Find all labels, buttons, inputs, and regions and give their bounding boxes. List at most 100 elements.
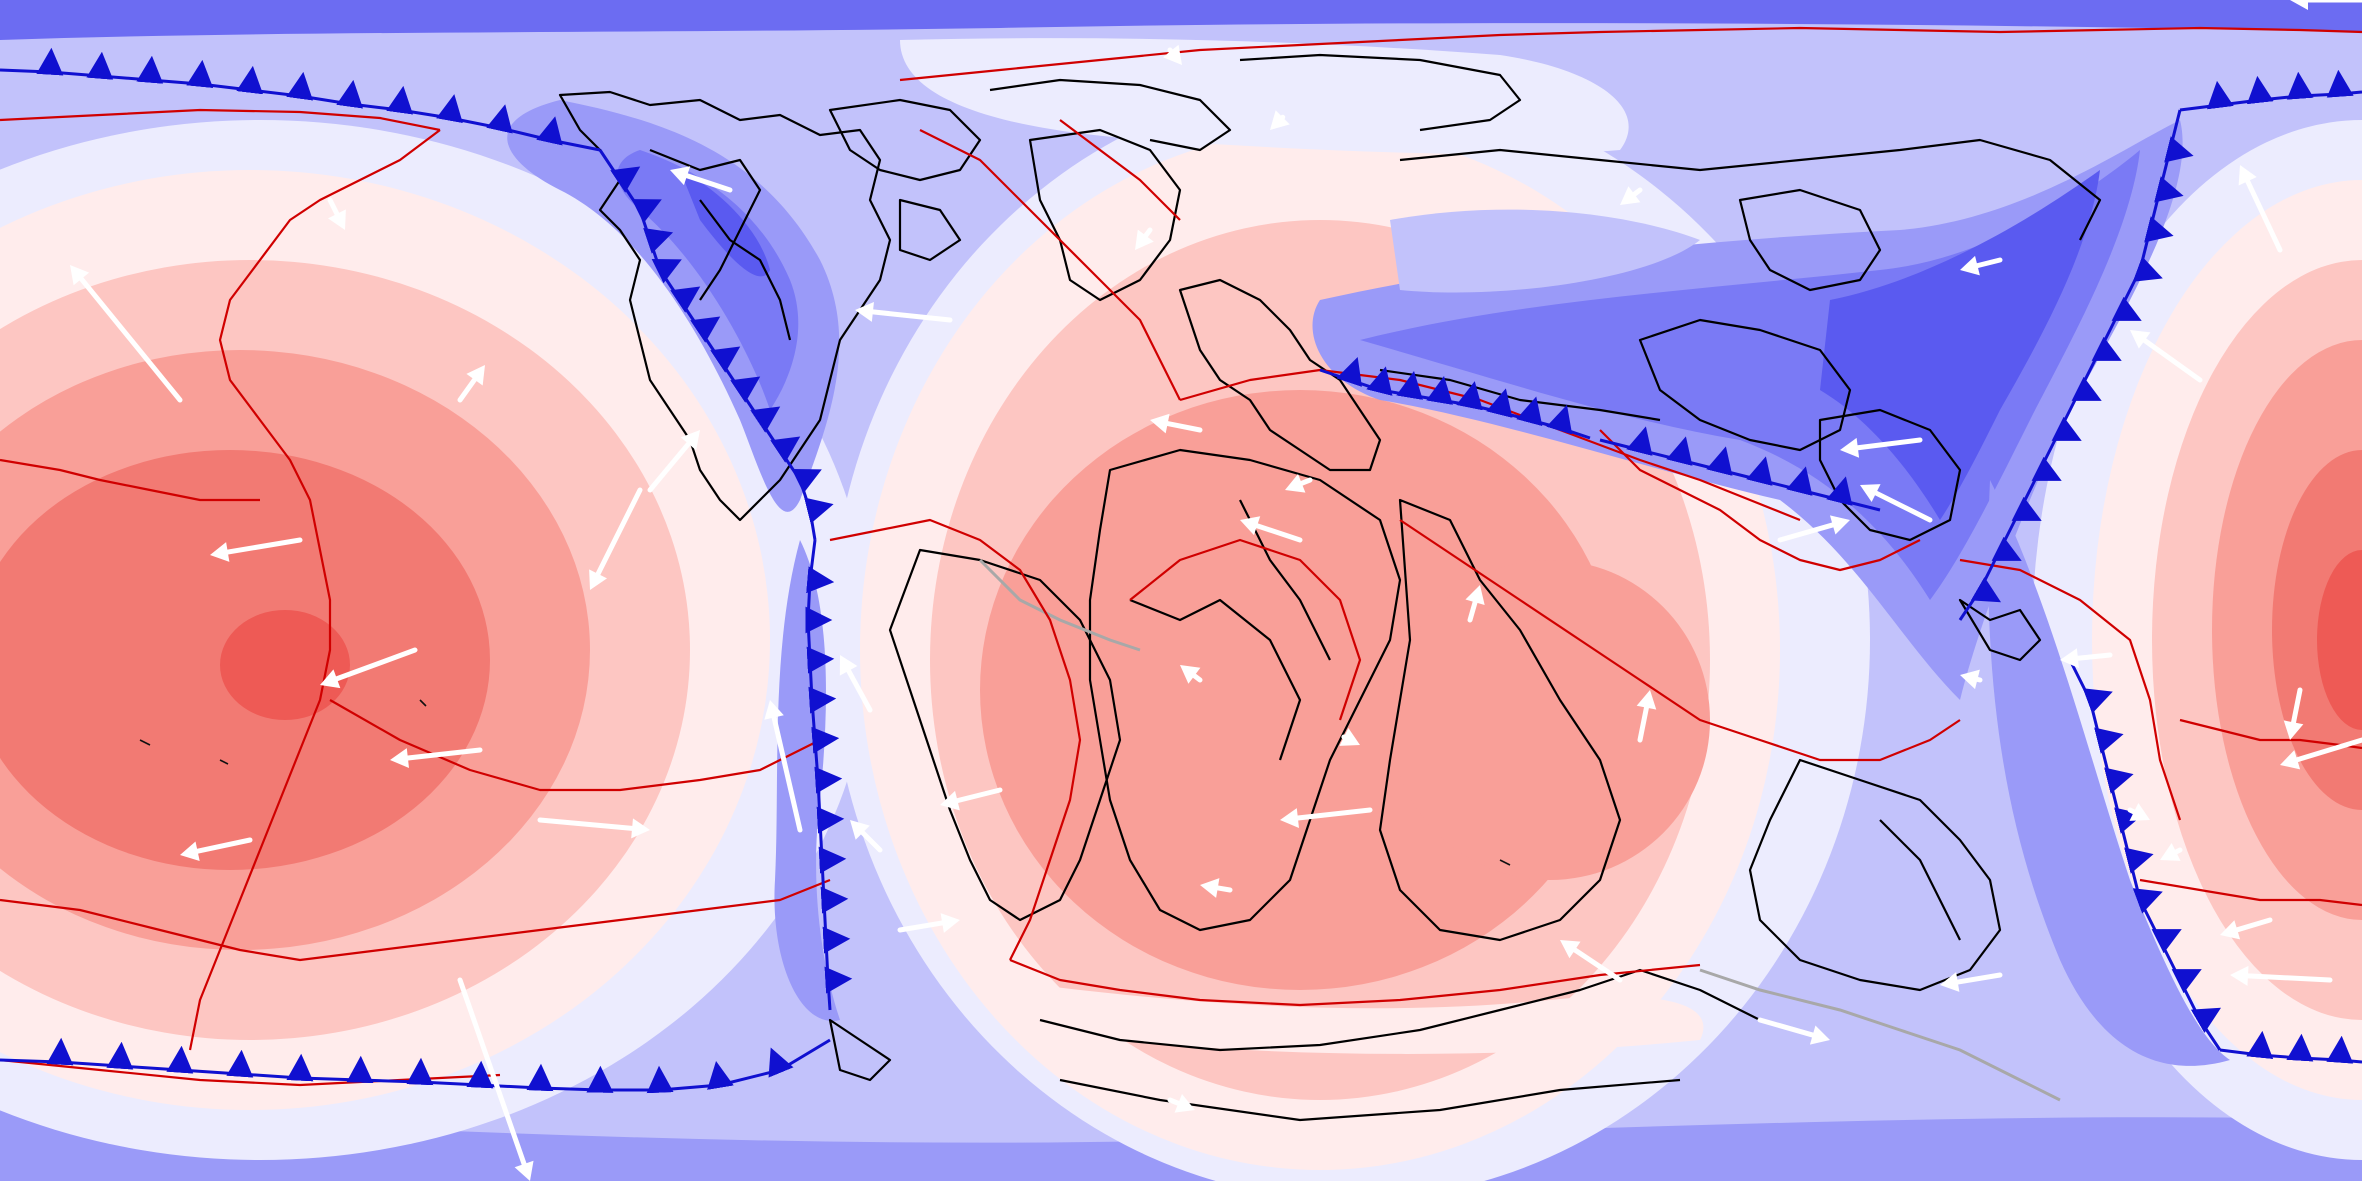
velocity-arrow-shaft [2294,737,2362,763]
velocity-arrow-head [1829,515,1850,535]
velocity-arrow-icon [1465,585,1485,623]
subduction-south-america-west [805,539,853,1011]
velocity-arrow-head [1960,669,1980,690]
velocity-arrow-shaft [846,668,873,713]
velocity-arrow-shaft [2245,178,2283,253]
velocity-arrow-icon [1777,515,1850,543]
velocity-arrow-icon [1150,413,1203,434]
velocity-arrow-head [1200,878,1220,898]
pacific-peak [220,610,350,720]
velocity-arrow-head [940,913,960,933]
velocity-arrow-head [1840,437,1860,458]
velocity-arrow-head [1860,484,1881,502]
velocity-arrow-head [940,790,960,811]
boundary-pacific-west [0,458,260,502]
australia-margin-low [1988,480,2230,1066]
velocity-arrow-shaft [1572,947,1623,983]
velocity-arrow-icon [457,365,485,403]
subduction-antarctic-pacific [0,1037,831,1094]
velocity-arrow-head [180,841,200,862]
velocity-arrow-shaft [1299,477,1313,486]
velocity-arrow-shaft [457,977,527,1167]
velocity-arrow-head [850,820,870,840]
velocity-arrow-shaft [1777,522,1836,543]
velocity-arrow-head [2060,648,2079,669]
greenland [1028,128,1182,302]
velocity-arrow-icon [764,700,803,833]
gondwana-west [888,548,1122,922]
velocity-arrow-icon [1840,437,1923,458]
velocity-arrow-icon [327,197,346,230]
velocity-arrow-head [1285,474,1306,493]
velocity-arrow-shaft [1165,421,1203,433]
subduction-south-far-east [2219,1030,2362,1064]
velocity-arrow-icon [1757,1017,1830,1045]
velocity-arrow-icon [1636,690,1657,743]
velocity-arrow-icon [70,265,183,403]
velocity-arrow-shaft [1191,673,1203,683]
velocity-arrow-head [631,818,650,839]
velocity-arrow-icon [2290,0,2362,10]
africa-interior-1 [1129,598,1302,761]
velocity-arrow-icon [940,787,1003,811]
velocity-arrow-head [764,700,784,720]
velocity-arrow-head [2160,843,2181,861]
velocity-arrow-head [2230,965,2249,986]
velocity-arrow-shaft [195,837,253,854]
velocity-arrow-shaft [2127,807,2137,815]
velocity-arrow-icon [1200,878,1233,898]
velocity-arrow-shaft [2173,847,2183,855]
velocity-arrow-shaft [870,309,953,323]
subduction-north-far-east [2179,69,2362,112]
velocity-arrow-shaft [595,487,643,577]
velocity-arrow-shaft [2142,337,2203,383]
velocity-arrow-shaft [537,817,635,831]
velocity-arrow-icon [1940,972,2003,992]
velocity-arrow-shaft [647,441,691,493]
velocity-arrow-icon [2283,687,2304,740]
east-peak [2317,550,2362,730]
velocity-arrow-head [390,748,409,768]
velocity-arrow-head [210,542,230,562]
subduction-tethys-europe [1319,356,1591,440]
velocity-arrow-icon [850,820,883,853]
velocity-arrow-icon [1560,940,1623,983]
grey-rift-2 [1699,968,2061,1102]
velocity-arrow-head [328,209,346,230]
boundary-arctic [899,26,2362,82]
velocity-arrow-icon [1162,44,1182,65]
velocity-arrow-icon [320,647,418,689]
boundary-pacific-east [329,699,821,792]
velocity-arrow-head [1180,665,1201,684]
velocity-arrow-icon [1285,474,1313,493]
velocity-arrow-icon [839,655,873,713]
velocity-arrow-icon [1860,484,1933,523]
velocity-arrow-shaft [1254,523,1303,543]
velocity-arrow-icon [210,537,303,562]
velocity-arrow-head [1162,44,1182,65]
velocity-arrow-icon [589,487,643,590]
arctic-coast-2 [1239,53,1522,132]
velocity-arrow-head [2220,920,2241,940]
velocity-arrow-head [70,265,90,286]
boundary-greenland [1059,119,1181,221]
australia-block [1748,758,2002,992]
velocity-arrow-icon [537,817,650,839]
velocity-arrow-head [1270,110,1290,130]
boundary-africa-interior [1129,538,1362,721]
velocity-arrow-head [589,569,607,590]
velocity-arrow-icon [1135,227,1154,250]
velocity-arrow-head [2129,803,2150,821]
velocity-arrow-head [1339,728,1360,746]
velocity-arrow-icon [390,747,483,768]
velocity-arrow-head [1280,808,1299,828]
velocity-arrow-icon [2230,965,2333,986]
arctic-islands-1 [828,98,982,182]
velocity-arrow-shaft [1955,972,2003,985]
velocity-arrow-icon [2127,803,2150,821]
velocity-arrow-icon [855,301,953,323]
velocity-arrow-head [1636,690,1657,710]
velocity-arrow-icon [1280,807,1373,828]
